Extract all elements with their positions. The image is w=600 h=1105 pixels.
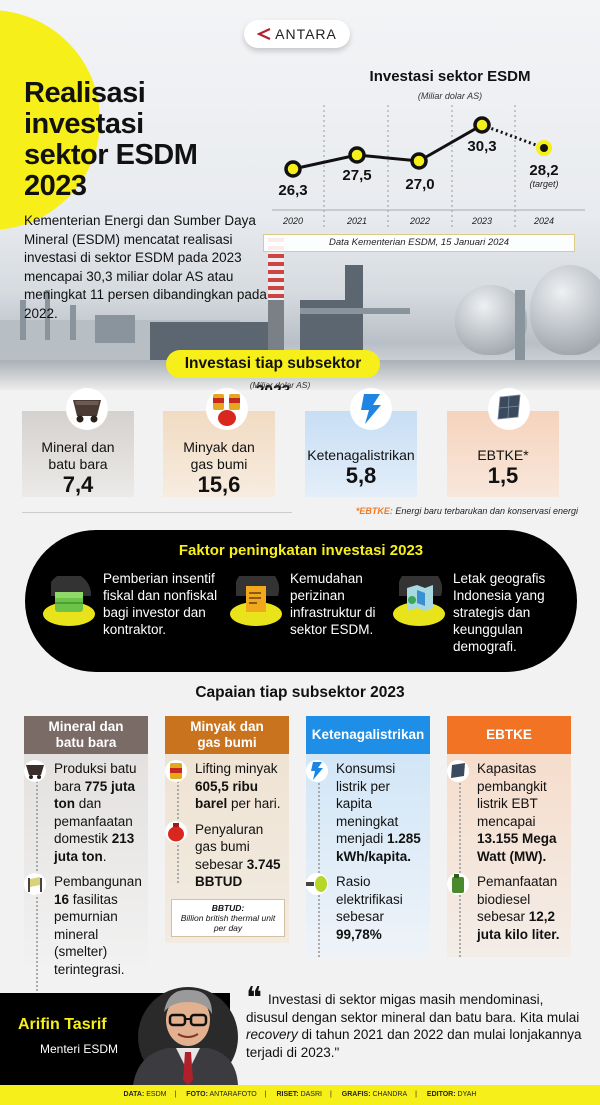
ebtke-footnote: *EBTKE: Energi baru terbarukan dan konse…: [300, 506, 578, 516]
column-header: Minyak dan gas bumi: [165, 716, 289, 754]
achievements-title: Capaian tiap subsektor 2023: [195, 684, 405, 701]
quote-mark-icon: ❝: [246, 982, 263, 1015]
solar-panel-icon: [488, 388, 530, 430]
subsector-unit: (Miliar dolar AS): [249, 380, 311, 390]
money-stack-icon: [41, 572, 97, 632]
factor-text: Pemberian insentif fiskal dan nonfiskal …: [103, 571, 218, 637]
x-tick-2020: 2020: [282, 216, 303, 226]
person-name: Arifin Tasrif: [18, 1016, 107, 1033]
target-annotation: (target): [529, 179, 558, 189]
footnote-key: *EBTKE:: [355, 506, 393, 516]
factors-panel: Faktor peningkatan investasi 2023 Pember…: [25, 530, 577, 672]
title-line-3: sektor ESDM: [24, 139, 198, 171]
lightning-icon: [306, 760, 328, 782]
factor-text: Letak geografis Indonesia yang strategis…: [453, 571, 546, 654]
column-header: Ketenagalistrikan: [306, 716, 430, 754]
sector-value: 15,6: [197, 472, 241, 497]
page-title: Realisasi investasi sektor ESDM 2023: [24, 78, 254, 202]
permit-document-icon: [228, 566, 284, 632]
column-header: EBTKE: [447, 716, 571, 754]
line-chart-title: Investasi sektor ESDM: [369, 68, 531, 85]
sector-label: EBTKE*: [477, 447, 529, 463]
chart-points: [284, 116, 552, 178]
quote-text: Investasi di sektor migas masih mendomin…: [246, 992, 582, 1060]
divider: [22, 512, 292, 513]
factor-item: Letak geografis Indonesia yang strategis…: [391, 566, 577, 655]
factor-item: Kemudahan perizinan infrastruktur di sek…: [228, 566, 406, 638]
logo-text: ANTARA: [275, 26, 337, 42]
achievement-item: Pemanfaatan biodiesel sebesar 12,2 juta …: [447, 873, 565, 943]
value-label-2023: 30,3: [467, 138, 496, 155]
investment-line-chart: 26,3 27,5 27,0 30,3 28,2 (target) 2020 2…: [272, 105, 585, 230]
solar-panel-icon: [447, 760, 469, 782]
sector-label: Minyak dan gas bumi: [183, 439, 255, 472]
value-label-2024: 28,2: [529, 162, 558, 179]
column-body: Produksi batu bara 775 juta ton dan pema…: [24, 754, 148, 998]
achievement-item: Produksi batu bara 775 juta ton dan pema…: [24, 760, 142, 865]
achievement-item: Konsumsi listrik per kapita meningkat me…: [306, 760, 424, 865]
sector-card-listrik: Ketenagalistrikan 5,8: [305, 411, 417, 497]
value-label-2020: 26,3: [278, 182, 307, 199]
achievement-item: Rasio elektrifikasi sebesar 99,78%: [306, 873, 424, 943]
lightning-bolt-icon: [350, 388, 392, 430]
x-tick-2023: 2023: [471, 216, 492, 226]
column-header-label: EBTKE: [486, 727, 532, 742]
factor-text: Kemudahan perizinan infrastruktur di sek…: [290, 571, 376, 637]
mine-cart-icon: [66, 388, 108, 430]
sector-value: 7,4: [62, 472, 94, 497]
column-header-label: Ketenagalistrikan: [311, 727, 425, 742]
antara-logo-icon: [257, 27, 271, 41]
sector-value: 5,8: [345, 463, 377, 488]
sector-label: Ketenagalistrikan: [307, 447, 415, 463]
gas-tank-icon: [165, 820, 187, 843]
biodiesel-jerrycan-icon: [447, 873, 469, 895]
map-icon: [391, 566, 447, 632]
footnote-text: Energi baru terbarukan dan konservasi en…: [392, 506, 578, 516]
column-body: Kapasitas pembangkit listrik EBT mencapa…: [447, 754, 571, 957]
coal-cart-icon: [24, 760, 46, 782]
chart-source: Data Kementerian ESDM, 15 Januari 2024: [263, 234, 575, 252]
value-label-2022: 27,0: [405, 176, 434, 193]
intro-paragraph: Kementerian Energi dan Sumber Daya Miner…: [24, 213, 267, 321]
value-label-2021: 27,5: [342, 167, 371, 184]
achievement-item: Penyaluran gas bumi sebesar 3.745 BBTUD: [165, 820, 283, 891]
bbtud-note: BBTUD: Billion british thermal unit per …: [171, 898, 285, 937]
achievement-item: Lifting minyak 605,5 ribu barel per hari…: [165, 760, 283, 813]
x-tick-2024: 2024: [533, 216, 554, 226]
x-tick-2022: 2022: [409, 216, 430, 226]
line-chart-unit: (Miliar dolar AS): [417, 91, 483, 101]
oil-barrels-icon: [206, 388, 248, 430]
achievement-column-mineral: Mineral dan batu bara Produksi batu bara…: [24, 716, 148, 998]
achievement-item: Pembangunan 16 fasilitas pemurnian miner…: [24, 873, 142, 978]
title-line-2: investasi: [24, 108, 144, 140]
factor-item: Pemberian insentif fiskal dan nonfiskal …: [41, 570, 219, 638]
factors-title: Faktor peningkatan investasi 2023: [178, 542, 424, 559]
achievement-item: Kapasitas pembangkit listrik EBT mencapa…: [447, 760, 565, 865]
person-role: Menteri ESDM: [40, 1042, 119, 1056]
column-header-label: Mineral dan batu bara: [48, 719, 124, 750]
x-tick-2021: 2021: [346, 216, 367, 226]
sector-value: 1,5: [487, 463, 519, 488]
note-text: Billion british thermal unit per day: [180, 912, 276, 933]
title-line-4: 2023: [24, 170, 87, 202]
minister-portrait: [133, 987, 238, 1085]
column-header-label: Minyak dan gas bumi: [190, 719, 264, 750]
note-title: BBTUD:: [211, 902, 245, 913]
oil-barrel-icon: [165, 760, 187, 782]
achievement-column-ebtke: EBTKE Kapasitas pembangkit listrik EBT m…: [447, 716, 571, 957]
hero-section: ANTARA Realisasi investasi sektor ESDM 2…: [0, 0, 600, 390]
achievement-column-listrik: Ketenagalistrikan Konsumsi listrik per k…: [306, 716, 430, 957]
achievement-column-migas: Minyak dan gas bumi Lifting minyak 605,5…: [165, 716, 289, 943]
smelter-icon: [24, 873, 46, 895]
plug-icon: [306, 873, 328, 895]
column-body: Lifting minyak 605,5 ribu barel per hari…: [165, 754, 289, 943]
column-header: Mineral dan batu bara: [24, 716, 148, 754]
credits-bar: DATA: ESDM | FOTO: ANTARAFOTO | RISET: DAS…: [0, 1085, 600, 1105]
antara-logo: ANTARA: [244, 20, 350, 48]
title-line-1: Realisasi: [24, 77, 146, 109]
subsector-heading: Investasi tiap subsektor 2023: [166, 350, 380, 390]
column-body: Konsumsi listrik per kapita meningkat me…: [306, 754, 430, 957]
sector-label: Mineral dan batu bara: [41, 439, 115, 472]
